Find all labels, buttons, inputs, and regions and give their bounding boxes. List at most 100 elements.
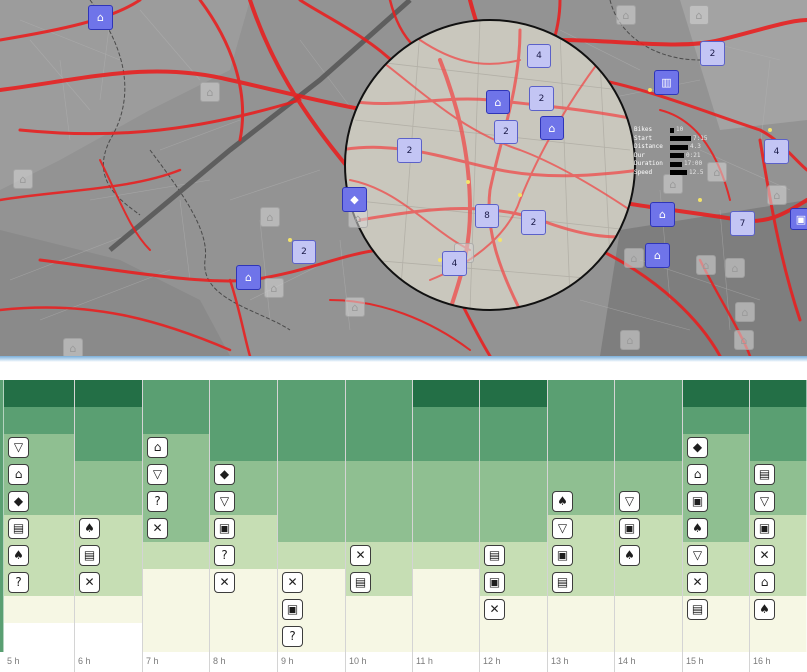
home-marker[interactable]: ⌂ [663, 174, 683, 194]
cluster-marker[interactable]: 4 [764, 139, 789, 164]
cutlery-icon[interactable]: ✕ [350, 545, 371, 566]
home-marker[interactable]: ⌂ [725, 258, 745, 278]
cocktail-icon[interactable]: ▽ [754, 491, 775, 512]
timeline-cell [683, 407, 750, 434]
home-marker[interactable]: ⌂ [689, 5, 709, 25]
fuel-pump-icon[interactable]: ▤ [484, 545, 505, 566]
home-marker[interactable]: ⌂ [63, 338, 83, 356]
cocktail-icon[interactable]: ▽ [8, 437, 29, 458]
legend-value: 12.5 [689, 168, 704, 176]
tree-icon[interactable]: ♠ [552, 491, 573, 512]
home-marker[interactable]: ⌂ [13, 169, 33, 189]
home-marker[interactable]: ⌂ [616, 5, 636, 25]
briefcase-marker[interactable]: ▣ [790, 208, 807, 230]
fuel-pump-icon[interactable]: ▤ [350, 572, 371, 593]
cluster-count: 2 [503, 127, 509, 137]
poi-timeline: 5 h 6 h 7 h 8 h 9 h 10 h 11 h 12 h 13 h 14 h 15 h 1… [0, 380, 807, 672]
timeline-cell [278, 542, 346, 569]
home-marker[interactable]: ⌂ [88, 5, 113, 30]
briefcase-icon[interactable]: ▣ [484, 572, 505, 593]
home-marker[interactable]: ⌂ [734, 330, 754, 350]
home-marker[interactable]: ⌂ [236, 265, 261, 290]
briefcase-icon[interactable]: ▣ [619, 518, 640, 539]
cluster-marker[interactable]: 2 [494, 120, 518, 144]
cocktail-icon[interactable]: ▽ [619, 491, 640, 512]
cluster-marker[interactable]: 4 [527, 44, 551, 68]
cluster-marker[interactable]: 2 [700, 41, 725, 66]
legend-value: 17:00 [684, 160, 703, 167]
cutlery-icon[interactable]: ✕ [687, 572, 708, 593]
cluster-marker[interactable]: 2 [529, 86, 554, 111]
cocktail-icon[interactable]: ▽ [552, 518, 573, 539]
home-marker[interactable]: ⌂ [620, 330, 640, 350]
home-marker[interactable]: ⌂ [260, 207, 280, 227]
fuel-pump-icon[interactable]: ▤ [687, 599, 708, 620]
briefcase-icon[interactable]: ▣ [282, 599, 303, 620]
shopping-tag-marker[interactable]: ◆ [342, 187, 367, 212]
question-icon[interactable]: ? [8, 572, 29, 593]
cutlery-icon[interactable]: ✕ [147, 518, 168, 539]
tree-icon[interactable]: ♠ [754, 599, 775, 620]
briefcase-icon[interactable]: ▣ [754, 518, 775, 539]
graduation-cap-icon[interactable]: ⌂ [8, 464, 29, 485]
tree-icon[interactable]: ♠ [79, 518, 100, 539]
hour-gridline [412, 380, 413, 672]
cocktail-icon[interactable]: ▽ [687, 545, 708, 566]
building-icon: ▥ [661, 76, 672, 89]
cluster-marker[interactable]: 2 [521, 210, 546, 235]
panel-divider[interactable] [0, 356, 807, 380]
fuel-pump-icon[interactable]: ▤ [552, 572, 573, 593]
home-marker[interactable]: ⌂ [540, 116, 564, 140]
question-icon[interactable]: ? [214, 545, 235, 566]
shopping-tag-icon[interactable]: ◆ [8, 491, 29, 512]
home-marker[interactable]: ⌂ [767, 185, 787, 205]
fuel-pump-icon[interactable]: ▤ [79, 545, 100, 566]
tree-icon[interactable]: ♠ [687, 518, 708, 539]
timeline-cell [346, 407, 413, 434]
cutlery-icon[interactable]: ✕ [79, 572, 100, 593]
briefcase-icon[interactable]: ▣ [214, 518, 235, 539]
cluster-marker[interactable]: 7 [730, 211, 755, 236]
question-icon[interactable]: ? [147, 491, 168, 512]
timeline-cell [615, 461, 683, 488]
cutlery-icon[interactable]: ✕ [754, 545, 775, 566]
bike-trajectory-map [0, 0, 807, 356]
home-icon: ⌂ [626, 333, 634, 347]
building-marker[interactable]: ▥ [654, 70, 679, 95]
timeline-cell [548, 623, 615, 652]
cluster-marker[interactable]: 4 [442, 251, 467, 276]
tree-icon[interactable]: ♠ [619, 545, 640, 566]
graduation-cap-icon[interactable]: ⌂ [754, 572, 775, 593]
timeline-cell [480, 461, 548, 488]
cluster-marker[interactable]: 8 [475, 204, 499, 228]
home-marker[interactable]: ⌂ [650, 202, 675, 227]
home-marker[interactable]: ⌂ [624, 248, 644, 268]
home-marker[interactable]: ⌂ [200, 82, 220, 102]
home-marker[interactable]: ⌂ [645, 243, 670, 268]
cocktail-icon[interactable]: ▽ [147, 464, 168, 485]
home-marker[interactable]: ⌂ [735, 302, 755, 322]
briefcase-icon[interactable]: ▣ [687, 491, 708, 512]
home-marker[interactable]: ⌂ [345, 297, 365, 317]
home-marker[interactable]: ⌂ [696, 255, 716, 275]
briefcase-icon[interactable]: ▣ [552, 545, 573, 566]
cocktail-icon[interactable]: ▽ [214, 491, 235, 512]
fuel-pump-icon[interactable]: ▤ [8, 518, 29, 539]
tree-icon[interactable]: ♠ [8, 545, 29, 566]
shopping-tag-icon[interactable]: ◆ [687, 437, 708, 458]
question-icon[interactable]: ? [282, 626, 303, 647]
cutlery-icon[interactable]: ✕ [282, 572, 303, 593]
map-view[interactable]: ⌂ ⌂ ⌂ ⌂ ⌂ ⌂ ⌂ ⌂ ⌂ ⌂ ⌂ ⌂ ⌂ ⌂ ⌂ ⌂ ⌂ ⌂ ⌂ 4 ⌂ 2 2 ⌂ 2 ◆ 8 2 4 ⌂ 2 ▥ 4 ⌂ 7 ▣ ⌂ 2… [0, 0, 807, 356]
shopping-tag-icon[interactable]: ◆ [214, 464, 235, 485]
fuel-pump-icon[interactable]: ▤ [754, 464, 775, 485]
home-marker[interactable]: ⌂ [707, 162, 727, 182]
hour-label: 13 h [551, 656, 569, 666]
home-marker[interactable]: ⌂ [486, 90, 510, 114]
cutlery-icon[interactable]: ✕ [484, 599, 505, 620]
graduation-cap-icon[interactable]: ⌂ [147, 437, 168, 458]
graduation-cap-icon[interactable]: ⌂ [687, 464, 708, 485]
cluster-marker[interactable]: 2 [292, 240, 316, 264]
cluster-marker[interactable]: 2 [397, 138, 422, 163]
home-marker[interactable]: ⌂ [264, 278, 284, 298]
cutlery-icon[interactable]: ✕ [214, 572, 235, 593]
